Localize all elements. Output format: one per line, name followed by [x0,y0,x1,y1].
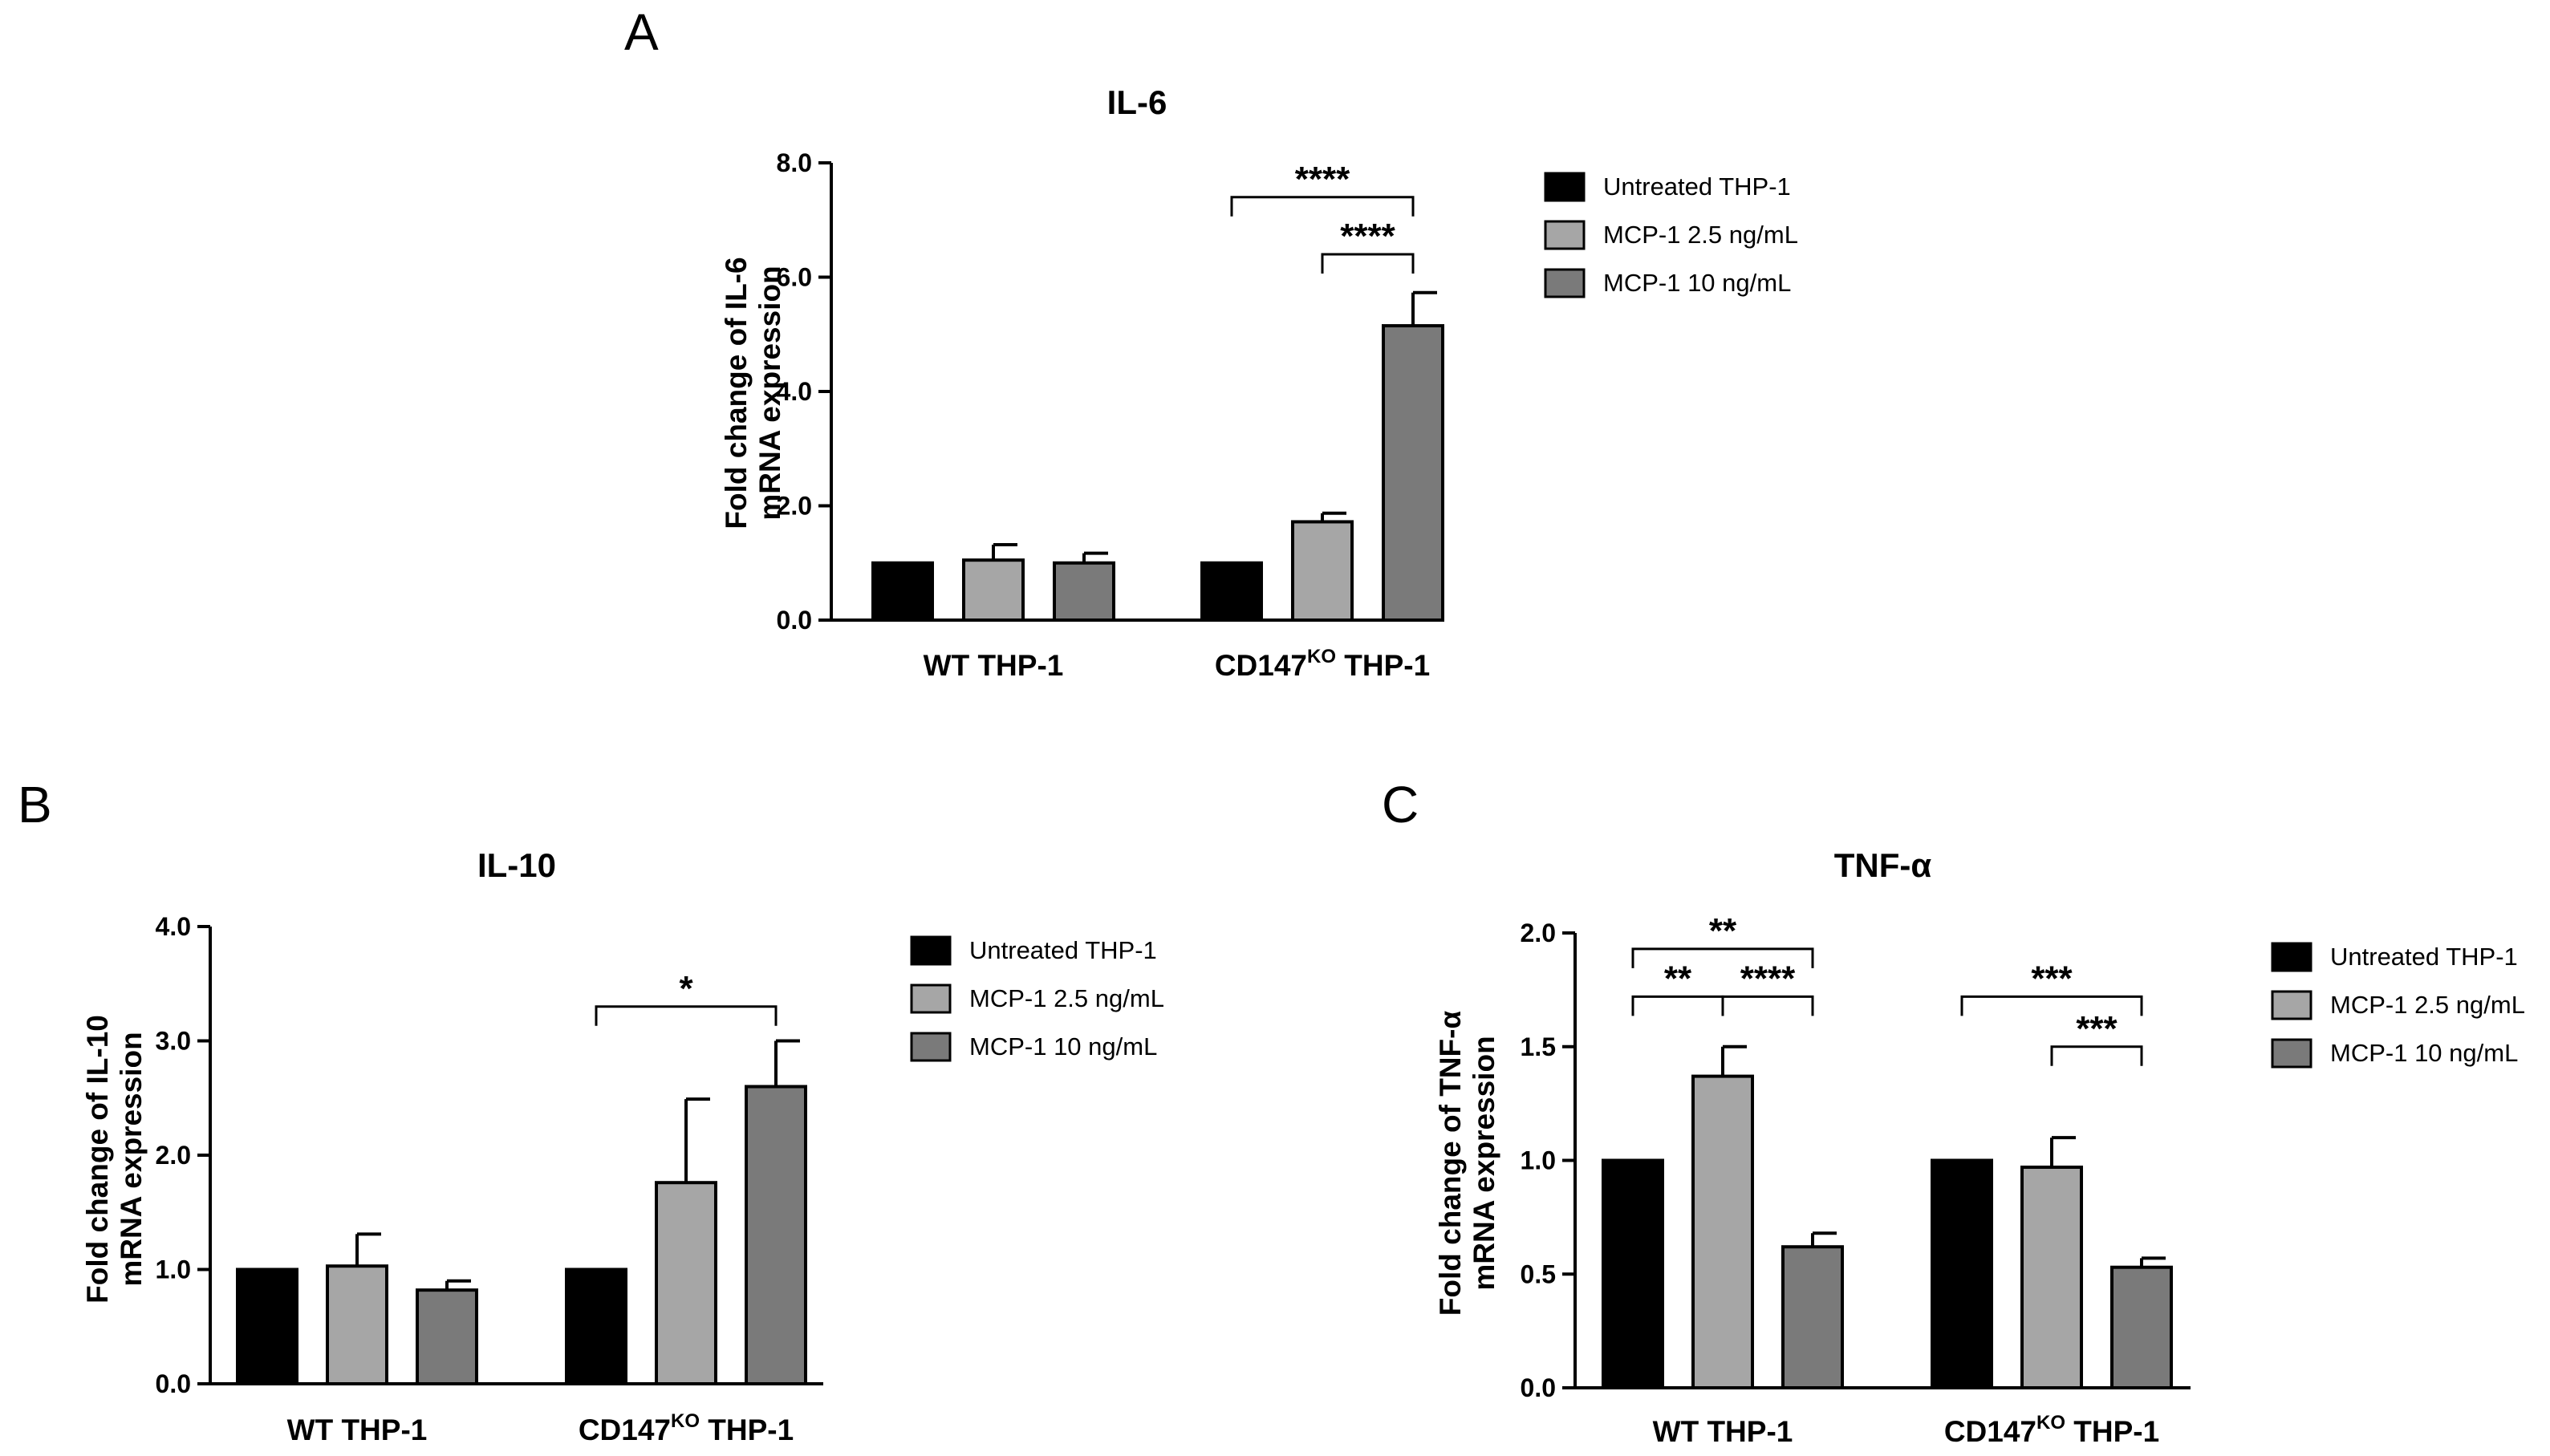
panel-a-y-tick-label: 2.0 [777,492,812,521]
panel-b-y-tick-label: 2.0 [156,1141,191,1170]
panel-b-bar [745,1085,807,1385]
panel-c-y-axis-label-line: Fold change of TNF-α [1434,1011,1467,1316]
panel-a-significance-label: **** [1340,217,1395,256]
panel-a-y-axis-label-line: mRNA expression [753,266,786,520]
panel-a-title: IL-6 [1107,83,1167,121]
panel-b-legend-swatch [910,1032,952,1062]
panel-c-letter: C [1382,776,1419,833]
panel-a-legend-swatch [1544,268,1586,298]
panel-a-significance-bracket [1230,196,1415,217]
panel-a-x-tick-label: WT THP-1 [924,649,1064,682]
panel-c: C TNF-α Fold change of TNF-αmRNA expressio… [1382,776,2525,1448]
panel-a-bar [1200,561,1263,622]
panel-a-bar [962,558,1025,622]
panel-c-significance-bracket [1631,947,1814,968]
panel-c-significance-bracket [1960,995,2143,1016]
panel-a-y-tick-label: 8.0 [777,148,812,177]
panel-c-significance-bracket [1631,995,1724,1016]
panel-c-legend-swatch [2271,990,2312,1020]
panel-c-legend-label: MCP-1 10 ng/mL [2330,1039,2518,1067]
panel-a-y-tick-label: 0.0 [777,606,812,635]
panel-c-y-tick-label: 2.0 [1521,919,1556,947]
panel-c-significance-label: **** [1740,959,1796,998]
panel-c-bar [1691,1074,1754,1389]
panel-c-bar [1781,1245,1844,1389]
panel-b-bar [416,1288,478,1386]
panel-c-y-tick-label: 1.5 [1521,1032,1556,1061]
panel-a-letter: A [624,3,659,61]
panel-b-legend-label: MCP-1 10 ng/mL [969,1032,1157,1061]
panel-c-bar [1931,1158,1993,1389]
panel-b-significance-label: * [679,969,693,1008]
panel-b-x-tick-label: WT THP-1 [287,1413,428,1446]
panel-c-significance-label: ** [1664,959,1692,998]
panel-a-legend-label: MCP-1 2.5 ng/mL [1603,221,1798,249]
panel-b-y-tick-label: 4.0 [156,912,191,941]
panel-c-x-tick-label: CD147KO THP-1 [1944,1412,2159,1448]
panel-b-significance-bracket [595,1005,778,1026]
panel-b-legend-label: Untreated THP-1 [969,936,1157,964]
panel-a-bar [871,561,934,622]
panel-a-x-tick-label: CD147KO THP-1 [1215,646,1430,682]
panel-c-y-axis-label: Fold change of TNF-αmRNA expression [1434,1011,1500,1316]
panel-b-x-tick-label: CD147KO THP-1 [579,1410,794,1446]
panel-a: A IL-6 Fold change of IL-6mRNA expression 0… [624,3,1798,682]
panel-c-bar [2110,1265,2173,1389]
panel-a-y-tick-label: 6.0 [777,263,812,292]
panel-b-title: IL-10 [477,846,556,884]
panel-c-y-tick-label: 0.5 [1521,1259,1556,1288]
panel-b-bar [565,1267,627,1385]
panel-a-legend-label: Untreated THP-1 [1603,172,1791,201]
panel-b-y-tick-label: 0.0 [156,1369,191,1398]
panel-c-significance-bracket [2050,1045,2143,1066]
panel-b: B IL-10 Fold change of IL-10mRNA expressio… [18,776,1164,1446]
panel-c-bar [1602,1158,1664,1389]
panel-a-y-axis-label-line: Fold change of IL-6 [720,257,753,529]
panel-c-bar [2020,1166,2083,1389]
panel-a-legend-swatch [1544,220,1586,250]
panel-c-legend-swatch [2271,942,2312,972]
panel-a-bar [1053,561,1115,622]
panel-b-legend-label: MCP-1 2.5 ng/mL [969,984,1164,1012]
panel-c-y-axis-label-line: mRNA expression [1468,1036,1500,1290]
panel-c-y-tick-label: 1.0 [1521,1146,1556,1175]
panel-b-letter: B [18,776,52,833]
panel-c-significance-label: *** [2031,959,2073,998]
panel-b-y-tick-label: 3.0 [156,1027,191,1056]
panel-a-bar [1291,520,1354,623]
panel-b-bar [326,1264,388,1385]
panel-c-significance-bracket [1721,995,1814,1016]
panel-a-bar [1382,324,1444,622]
panel-a-significance-bracket [1321,253,1415,274]
panel-b-legend-swatch [910,935,952,966]
panel-a-y-tick-label: 4.0 [777,377,812,406]
panel-a-y-axis-label: Fold change of IL-6mRNA expression [720,257,786,529]
panel-c-legend-label: Untreated THP-1 [2330,943,2518,971]
panel-b-y-tick-label: 1.0 [156,1255,191,1284]
panel-b-y-axis-label-line: Fold change of IL-10 [81,1015,114,1304]
panel-c-significance-label: ** [1709,911,1737,951]
panel-b-y-axis-label: Fold change of IL-10mRNA expression [81,1015,148,1304]
panel-a-legend-swatch [1544,172,1586,202]
panel-b-bar [236,1267,298,1385]
panel-b-bar [655,1181,717,1385]
panel-c-significance-label: *** [2076,1009,2118,1048]
panel-b-legend-swatch [910,984,952,1014]
panel-c-x-tick-label: WT THP-1 [1653,1415,1793,1448]
panel-b-y-axis-label-line: mRNA expression [115,1032,148,1286]
panel-c-y-tick-label: 0.0 [1521,1373,1556,1402]
panel-a-significance-label: **** [1295,160,1350,199]
panel-c-legend-label: MCP-1 2.5 ng/mL [2330,991,2525,1019]
panel-c-title: TNF-α [1834,846,1932,884]
panel-c-legend-swatch [2271,1038,2312,1069]
panel-a-legend-label: MCP-1 10 ng/mL [1603,269,1791,297]
